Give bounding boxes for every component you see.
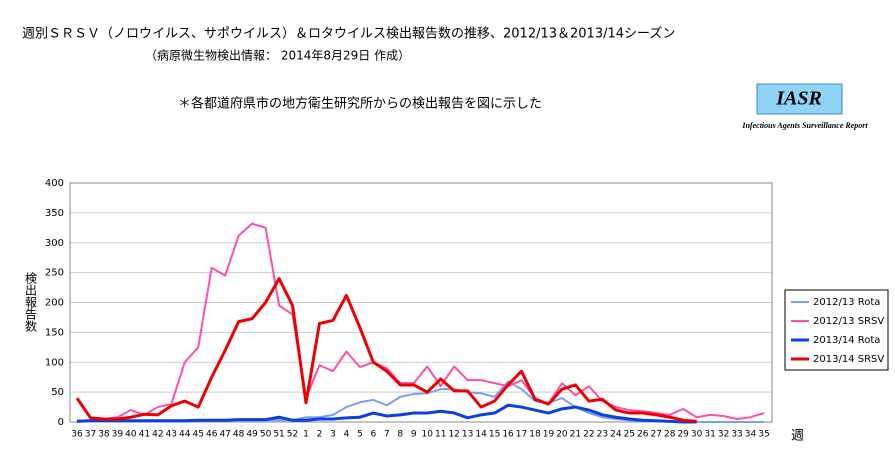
annotation: ＊各都道府県市の地方衛生研究所からの検出報告を図に示した (178, 96, 542, 112)
y-tick-label: 350 (45, 208, 64, 219)
y-tick-label: 200 (45, 298, 64, 309)
x-tick-label: 11 (435, 430, 446, 440)
x-tick-label: 36 (71, 430, 83, 440)
logo-box (756, 83, 843, 115)
x-tick-label: 21 (570, 430, 581, 440)
plot-frame (69, 182, 773, 423)
x-tick-label: 3 (330, 430, 336, 440)
series-line (76, 222, 765, 422)
x-tick-label: 31 (704, 430, 715, 440)
x-tick-label: 33 (731, 430, 742, 440)
x-tick-label: 17 (516, 430, 527, 440)
legend-label: 2013/14 SRSV (813, 354, 884, 365)
x-tick-label: 22 (583, 430, 594, 440)
y-tick-label: 100 (45, 357, 64, 368)
x-tick-label: 24 (610, 430, 622, 440)
x-tick-label: 47 (219, 430, 230, 440)
x-tick-label: 23 (597, 430, 608, 440)
y-axis-label: 検出報告数 (24, 272, 38, 333)
legend-label: 2012/13 Rota (813, 297, 880, 308)
x-tick-label: 13 (462, 430, 473, 440)
x-tick-label: 40 (125, 430, 137, 440)
x-tick-label: 20 (556, 430, 568, 440)
x-tick-label: 12 (448, 430, 459, 440)
x-tick-label: 25 (624, 430, 635, 440)
x-tick-label: 34 (745, 430, 757, 440)
x-tick-label: 50 (260, 430, 272, 440)
x-tick-label: 32 (718, 430, 729, 440)
x-tick-label: 6 (370, 430, 376, 440)
legend-label: 2012/13 SRSV (813, 316, 884, 327)
y-tick-label: 150 (45, 327, 64, 338)
x-tick-label: 38 (98, 430, 110, 440)
x-tick-label: 18 (529, 430, 541, 440)
y-tick-label: 400 (45, 178, 64, 189)
y-tick-label: 50 (51, 387, 64, 398)
x-tick-label: 15 (489, 430, 500, 440)
chart-subtitle: （病原微生物検出情報： 2014年8月29日 作成） (145, 48, 410, 63)
series-line (76, 403, 697, 424)
x-tick-label: 5 (357, 430, 363, 440)
y-tick-label: 300 (45, 238, 64, 249)
logo-caption: Infectious Agents Surveillance Report (741, 121, 868, 130)
x-tick-label: 41 (139, 430, 150, 440)
x-tick-label: 9 (411, 430, 417, 440)
x-tick-label: 16 (502, 430, 514, 440)
x-tick-label: 14 (475, 430, 487, 440)
x-tick-label: 26 (637, 430, 649, 440)
x-tick-label: 10 (422, 430, 434, 440)
chart-title: 週別ＳＲＳＶ（ノロウイルス、サポウイルス）＆ロタウイルス検出報告数の推移、201… (22, 26, 675, 42)
y-tick-label: 250 (45, 268, 64, 279)
x-tick-label: 29 (677, 430, 689, 440)
x-tick-label: 51 (273, 430, 284, 440)
x-tick-label: 35 (758, 430, 769, 440)
x-tick-label: 39 (112, 430, 124, 440)
x-tick-label: 30 (691, 430, 703, 440)
series-line (75, 277, 697, 423)
legend-label: 2013/14 Rota (813, 335, 880, 346)
logo: IASR (775, 88, 822, 110)
x-tick-label: 42 (152, 430, 163, 440)
x-tick-label: 4 (344, 430, 350, 440)
legend-box (784, 289, 889, 371)
x-tick-label: 19 (543, 430, 555, 440)
x-tick-label: 27 (651, 430, 662, 440)
x-tick-label: 49 (246, 430, 258, 440)
x-tick-label: 52 (287, 430, 298, 440)
x-tick-label: 37 (85, 430, 96, 440)
y-tick-label: 0 (58, 417, 64, 428)
x-tick-label: 8 (397, 430, 403, 440)
x-tick-label: 43 (166, 430, 177, 440)
x-tick-label: 2 (317, 430, 323, 440)
x-tick-label: 48 (233, 430, 245, 440)
x-tick-label: 7 (384, 430, 390, 440)
x-tick-label: 1 (303, 430, 309, 440)
x-tick-label: 44 (179, 430, 191, 440)
x-tick-label: 46 (206, 430, 218, 440)
x-tick-label: 45 (193, 430, 204, 440)
x-tick-label: 28 (664, 430, 676, 440)
x-axis-label: 週 (791, 429, 804, 444)
